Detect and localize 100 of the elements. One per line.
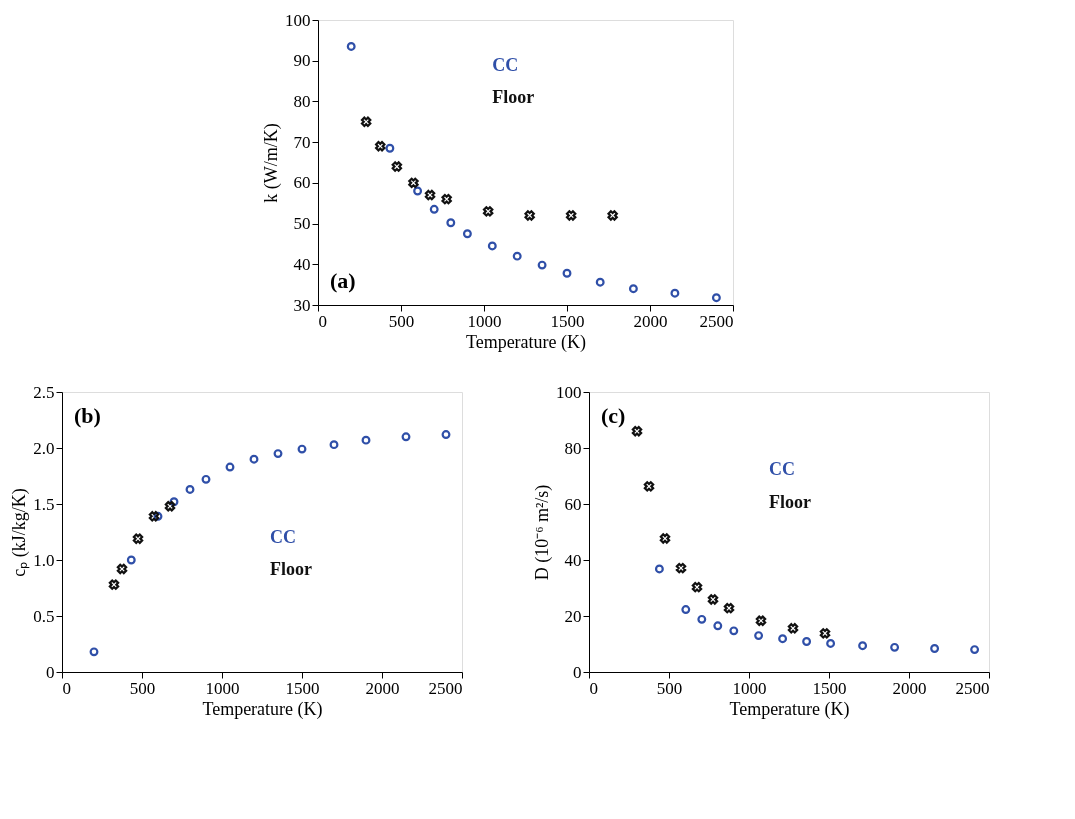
x-tick-label: 2500 [428, 678, 463, 698]
point [401, 432, 411, 442]
y-axis-title: D (10⁻⁶ m²/s) [532, 484, 553, 581]
y-tick-label: 20 [564, 606, 582, 626]
text: Floor [769, 491, 811, 512]
point [659, 533, 671, 544]
point [273, 449, 283, 459]
y-tick-label: 60 [564, 494, 582, 514]
point [512, 251, 522, 261]
y-axis-title: k (W/m/K) [261, 123, 282, 203]
x-tick-label: 2500 [955, 678, 990, 698]
point [537, 260, 547, 270]
point [153, 511, 163, 521]
point [249, 454, 259, 464]
point [89, 647, 99, 657]
point [413, 186, 423, 196]
y-tick-label: 90 [293, 51, 311, 71]
y-tick-label: 1.0 [33, 550, 55, 570]
point [819, 628, 831, 639]
point [675, 562, 687, 574]
point [654, 564, 664, 574]
x-axis-title: Temperature (K) [465, 331, 587, 353]
y-tick-label: 2.0 [33, 438, 55, 458]
y-axis-title: cₚ (kJ/kg/K) [9, 488, 31, 577]
point [565, 210, 577, 221]
y-tick-label: 100 [556, 382, 582, 402]
point [297, 444, 307, 454]
point [132, 533, 144, 544]
point [487, 241, 497, 251]
x-tick-label: 1000 [467, 311, 502, 331]
point [429, 204, 439, 214]
x-tick-label: 2000 [633, 311, 668, 331]
point [126, 555, 136, 565]
point [723, 602, 735, 614]
point [201, 474, 211, 484]
point [441, 193, 452, 205]
point [408, 177, 419, 189]
point [329, 440, 339, 450]
point [391, 161, 403, 172]
y-tick-label: 0.5 [33, 606, 55, 626]
point [595, 277, 605, 287]
point [691, 581, 703, 593]
point [729, 626, 739, 636]
point [755, 615, 767, 626]
y-tick-label: 40 [293, 254, 311, 274]
y-tick-label: 1.5 [33, 494, 55, 514]
point [707, 594, 719, 605]
x-tick-label: 0 [318, 311, 327, 331]
point [385, 143, 395, 153]
point [108, 579, 120, 590]
point [607, 210, 618, 221]
point [148, 511, 160, 522]
x-axis-title: Temperature (K) [729, 698, 850, 720]
point [930, 644, 940, 653]
x-tick-label: 0 [62, 678, 71, 698]
text: CC [769, 459, 795, 480]
y-tick-label: 40 [564, 550, 582, 570]
point [225, 462, 235, 472]
y-tick-label: 80 [293, 91, 311, 111]
point [462, 229, 472, 239]
point [697, 614, 707, 624]
point [164, 501, 176, 512]
x-tick-label: 1500 [550, 311, 585, 331]
point [778, 634, 788, 644]
y-tick-label: 50 [293, 214, 311, 234]
text: Floor [492, 87, 535, 108]
point [169, 497, 179, 507]
y-tick-label: 0 [573, 662, 582, 682]
annotation: (a) [330, 268, 356, 293]
x-tick-label: 1500 [812, 678, 847, 698]
x-tick-label: 2000 [892, 678, 927, 698]
point [826, 638, 836, 648]
point [970, 645, 980, 655]
y-tick-label: 2.5 [33, 382, 55, 402]
y-tick-label: 0 [46, 662, 55, 682]
y-tick-label: 80 [564, 438, 582, 458]
point [360, 116, 372, 128]
y-tick-label: 60 [293, 173, 311, 193]
point [802, 637, 812, 646]
x-tick-label: 0 [589, 678, 598, 698]
x-tick-label: 1500 [285, 678, 320, 698]
point [670, 288, 680, 298]
point [628, 284, 638, 294]
point [643, 481, 655, 492]
text: Floor [270, 558, 312, 579]
annotation: (c) [601, 403, 626, 428]
y-tick-label: 100 [285, 10, 311, 30]
x-tick-label: 1000 [732, 678, 767, 698]
y-tick-label: 70 [293, 132, 311, 152]
x-tick-label: 2500 [699, 311, 734, 331]
point [631, 425, 643, 437]
point [361, 435, 371, 445]
point [375, 140, 386, 152]
x-tick-label: 1000 [205, 678, 240, 698]
x-tick-label: 500 [656, 678, 683, 698]
point [185, 484, 195, 494]
point [482, 206, 494, 217]
x-tick-label: 500 [388, 311, 415, 331]
point [890, 642, 900, 652]
point [711, 293, 721, 303]
